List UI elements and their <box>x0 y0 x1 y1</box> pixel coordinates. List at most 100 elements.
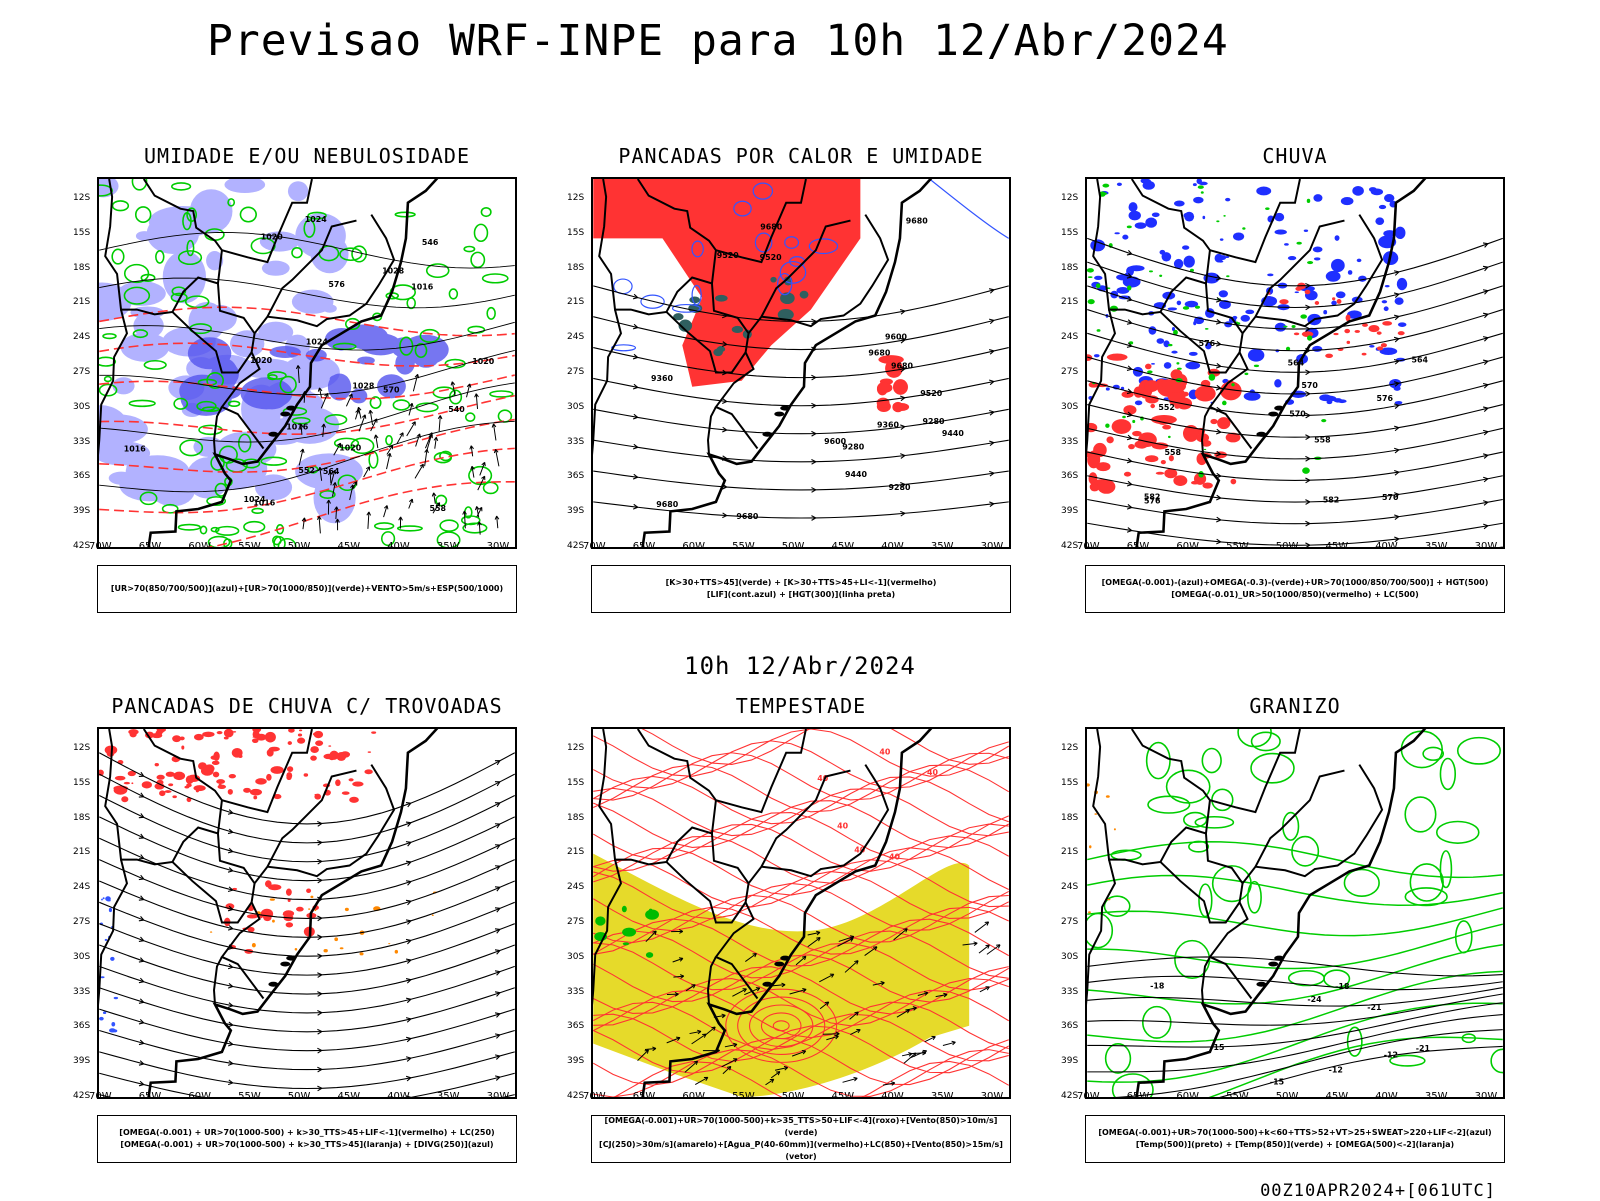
lon-tick-label: 30W <box>486 541 510 552</box>
lat-tick-label: 42S <box>1061 541 1079 551</box>
lat-tick-label: 24S <box>1061 332 1079 343</box>
contour-label: -15 <box>1210 1043 1224 1052</box>
contour-label: 9520 <box>920 389 943 398</box>
contour-label: 1028 <box>352 382 375 391</box>
lat-tick-label: 39S <box>567 1056 585 1067</box>
contour-label: 576 <box>1376 394 1393 403</box>
contour-label: 9280 <box>842 443 865 452</box>
legend-line: [OMEGA(-0.001)+UR>70(1000-500)+k>35_TTS>… <box>604 1116 998 1137</box>
lon-tick-label: 35W <box>930 1091 954 1102</box>
contour-label: 9360 <box>877 421 900 430</box>
map-umidade: 1016 1016 1016 1020 1016 1020 1024 1020 1024 1028… <box>97 177 517 549</box>
lat-tick-label: 30S <box>73 401 91 412</box>
lat-tick-label: 24S <box>567 332 585 343</box>
contour-label: 540 <box>448 405 465 414</box>
lon-tick-label: 40W <box>881 541 904 552</box>
lat-tick-label: 33S <box>567 986 585 997</box>
lon-tick-label: 40W <box>881 1091 904 1102</box>
lat-tick-label: 12S <box>1061 743 1079 753</box>
lat-tick-label: 15S <box>1061 777 1079 788</box>
lat-tick-label: 39S <box>73 506 91 517</box>
lon-tick-label: 60W <box>1176 541 1200 552</box>
lat-tick-label: 36S <box>1061 471 1079 482</box>
lat-tick-label: 21S <box>567 297 585 308</box>
lat-tick-label: 30S <box>1061 401 1079 412</box>
lat-tick-label: 21S <box>1061 847 1079 858</box>
contour-label: 546 <box>422 238 439 247</box>
contour-label: 9680 <box>760 223 783 232</box>
legend-line: [OMEGA(-0.001)+UR>70(1000-500)+k<60+TTS>… <box>1098 1128 1492 1137</box>
contour-label: 9440 <box>942 429 965 438</box>
lon-tick-label: 65W <box>1126 541 1150 552</box>
contour-label: -18 <box>1335 982 1350 991</box>
lon-tick-label: 60W <box>682 1091 706 1102</box>
contour-label: 40 <box>927 768 939 777</box>
contour-label: 1016 <box>411 282 434 291</box>
lat-tick-label: 27S <box>1061 367 1079 377</box>
panel-title-granizo: GRANIZO <box>1249 694 1341 718</box>
contour-label: 1020 <box>250 356 273 365</box>
lon-tick-label: 70W <box>1077 541 1100 552</box>
contour-label: 9600 <box>885 333 908 342</box>
contour-label: 9280 <box>888 483 911 492</box>
contour-label: 558 <box>430 504 447 513</box>
lat-tick-label: 36S <box>567 1021 585 1032</box>
lon-tick-label: 55W <box>732 541 755 552</box>
contour-label: 582 <box>1323 495 1340 504</box>
contour-label: 1020 <box>472 357 495 366</box>
contour-label: 40 <box>854 845 866 854</box>
lat-tick-label: 42S <box>1061 1091 1079 1101</box>
contour-label: 1016 <box>253 499 276 508</box>
lat-tick-label: 18S <box>567 812 585 823</box>
lon-tick-label: 60W <box>188 541 212 552</box>
contour-label: 570 <box>1289 409 1306 418</box>
contour-label: -15 <box>1270 1078 1284 1087</box>
contour-label: -21 <box>1416 1044 1430 1053</box>
contour-label: 9520 <box>717 251 740 260</box>
contour-label: 9680 <box>656 500 679 509</box>
legend-line: [OMEGA(-0.001) + UR>70(1000-500) + k>30_… <box>120 1140 494 1149</box>
contour-label: 40 <box>879 747 891 756</box>
legend-line: [OMEGA(-0.001)-(azul)+OMEGA(-0.3)-(verde… <box>1101 578 1489 587</box>
lon-tick-label: 45W <box>1325 541 1349 552</box>
lon-tick-label: 65W <box>632 1091 656 1102</box>
contour-label: 558 <box>1314 435 1331 444</box>
lon-tick-label: 60W <box>682 541 706 552</box>
lon-tick-label: 40W <box>387 541 410 552</box>
legend-granizo: [OMEGA(-0.001)+UR>70(1000-500)+k<60+TTS>… <box>1085 1115 1505 1163</box>
panel-title-pancadas_calor: PANCADAS POR CALOR E UMIDADE <box>618 144 984 168</box>
lon-tick-label: 50W <box>287 1091 311 1102</box>
lon-tick-label: 70W <box>1077 1091 1100 1102</box>
lat-tick-label: 30S <box>567 951 585 962</box>
lon-tick-label: 50W <box>781 1091 805 1102</box>
contour-label: 9440 <box>845 470 868 479</box>
legend-line: [OMEGA(-0.01)_UR>50(1000/850)(vermelho) … <box>1171 590 1419 599</box>
contour-label: -18 <box>1150 981 1165 990</box>
contour-label: 1020 <box>261 232 284 241</box>
lat-tick-label: 21S <box>1061 297 1079 308</box>
lon-tick-label: 55W <box>1226 1091 1249 1102</box>
contour-label: -24 <box>1307 995 1322 1004</box>
lat-tick-label: 18S <box>1061 812 1079 823</box>
legend-line: [UR>70(850/700/500)](azul)+[UR>70(1000/8… <box>110 584 504 593</box>
lon-tick-label: 30W <box>486 1091 510 1102</box>
lat-tick-label: 15S <box>73 227 91 238</box>
lat-tick-label: 42S <box>73 1091 91 1101</box>
lon-tick-label: 35W <box>1424 541 1448 552</box>
contour-label: 9360 <box>651 374 674 383</box>
contour-label: 9600 <box>824 437 847 446</box>
contour-label: 1020 <box>339 443 362 452</box>
panel-title-umidade: UMIDADE E/OU NEBULOSIDADE <box>143 144 471 168</box>
contour-label: 1016 <box>124 445 147 454</box>
contour-label: 9680 <box>736 512 759 521</box>
lat-tick-label: 30S <box>567 401 585 412</box>
contour-label: 576 <box>1144 497 1161 506</box>
panel-title-trovoadas: PANCADAS DE CHUVA C/ TROVOADAS <box>111 694 503 718</box>
contour-label: 570 <box>383 385 400 394</box>
lat-tick-label: 27S <box>1061 917 1079 927</box>
contour-label: 1024 <box>244 495 267 504</box>
map-pancadas_calor: 9680 9680 9680 9680 9680 9680 9600 9520 9520 9440… <box>591 177 1011 549</box>
lat-tick-label: 18S <box>1061 262 1079 273</box>
contour-label: 564 <box>1411 356 1428 365</box>
lon-tick-label: 45W <box>831 1091 855 1102</box>
